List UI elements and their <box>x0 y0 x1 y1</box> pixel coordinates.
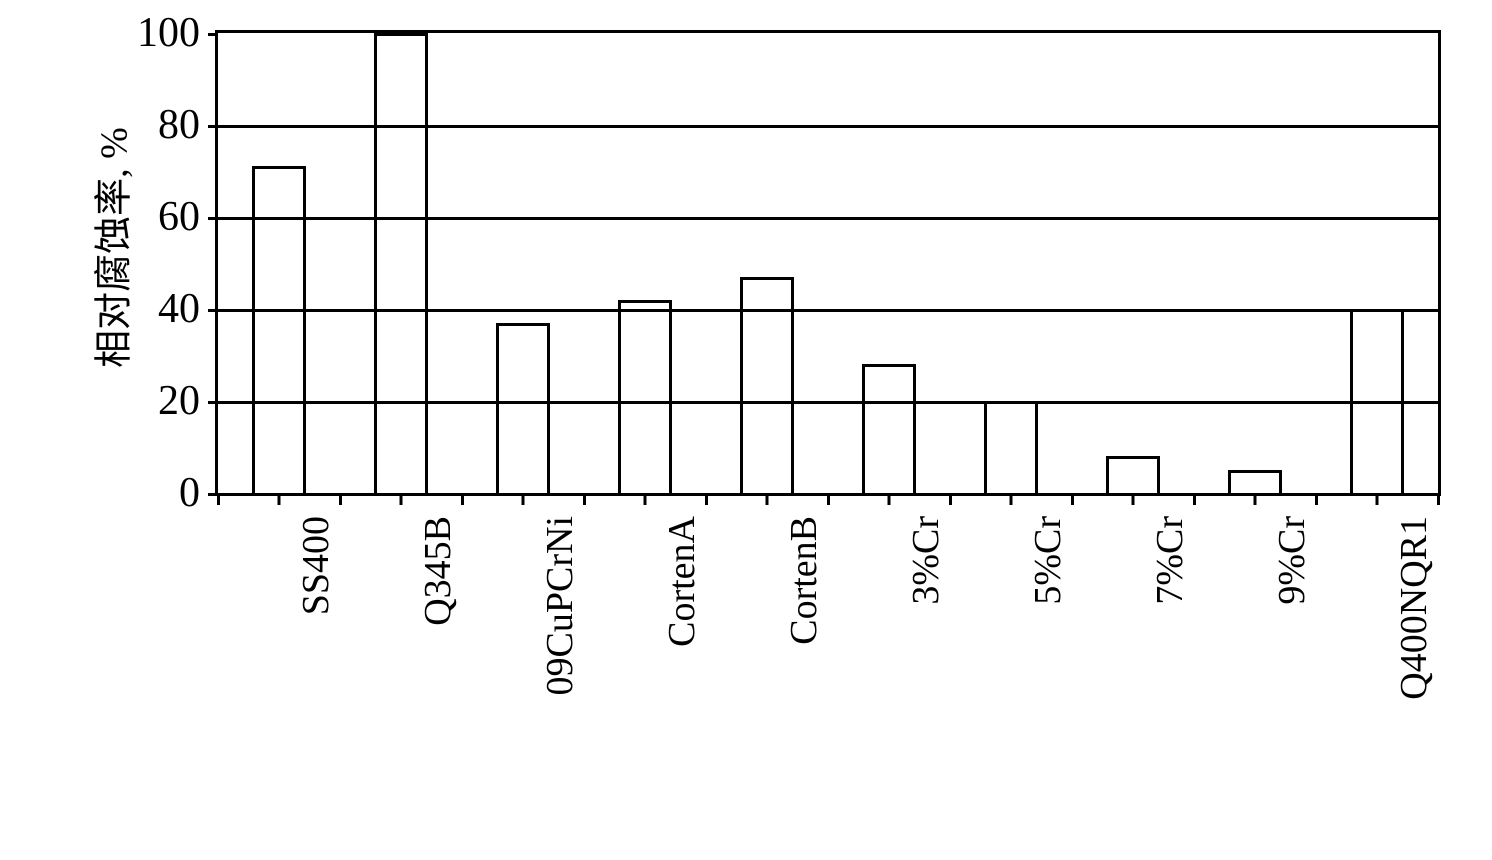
gridline <box>218 401 1438 404</box>
bar-slot <box>706 33 828 493</box>
bar <box>374 33 429 493</box>
y-tick-label: 60 <box>158 193 218 241</box>
x-axis-category-label: 5%Cr <box>1026 516 1070 605</box>
gridline <box>218 125 1438 128</box>
x-axis-category-label: CortenB <box>782 516 826 645</box>
y-tick-label: 80 <box>158 101 218 149</box>
x-tick-boundary <box>461 493 464 505</box>
x-axis-category-label: Q400NQR1 <box>1392 516 1436 700</box>
x-tick-boundary <box>1193 493 1196 505</box>
x-tick-boundary <box>1437 493 1440 505</box>
x-tick-mark <box>1254 493 1257 505</box>
x-tick-boundary <box>827 493 830 505</box>
bar <box>618 300 673 493</box>
x-tick-mark <box>1010 493 1013 505</box>
x-axis-category-label: 3%Cr <box>904 516 948 605</box>
x-tick-boundary <box>583 493 586 505</box>
bar-slot <box>950 33 1072 493</box>
x-tick-boundary <box>1315 493 1318 505</box>
bar <box>496 323 551 493</box>
y-tick-label: 100 <box>137 9 218 57</box>
bar-slot <box>340 33 462 493</box>
x-tick-mark <box>1376 493 1379 505</box>
bar <box>252 166 307 493</box>
x-axis-category-label: 7%Cr <box>1148 516 1192 605</box>
x-tick-boundary <box>949 493 952 505</box>
bar <box>862 364 917 493</box>
x-tick-mark <box>888 493 891 505</box>
x-tick-boundary <box>705 493 708 505</box>
x-axis-category-label: CortenA <box>660 516 704 647</box>
x-tick-boundary <box>217 493 220 505</box>
plot-area: 020406080100 <box>215 30 1441 496</box>
x-tick-mark <box>644 493 647 505</box>
bar-slot <box>462 33 584 493</box>
bar-slot <box>1194 33 1316 493</box>
x-tick-mark <box>522 493 525 505</box>
y-axis-label: 相对腐蚀率, % <box>83 98 138 398</box>
bar-slot <box>1072 33 1194 493</box>
bars-region <box>218 33 1438 493</box>
x-axis-category-label: 09CuPCrNi <box>538 516 582 695</box>
bar-slot <box>584 33 706 493</box>
bar-slot <box>828 33 950 493</box>
bar-chart: 相对腐蚀率, % 020406080100 SS400 Q345B 09CuPCrN… <box>20 20 1470 840</box>
y-tick-label: 20 <box>158 377 218 425</box>
x-tick-mark <box>278 493 281 505</box>
x-tick-mark <box>1132 493 1135 505</box>
x-axis-category-label: SS400 <box>294 516 338 615</box>
x-tick-boundary <box>339 493 342 505</box>
x-axis-category-label: 9%Cr <box>1270 516 1314 605</box>
x-tick-boundary <box>1071 493 1074 505</box>
y-tick-label: 0 <box>179 469 218 517</box>
bar <box>1228 470 1283 493</box>
x-axis-category-label: Q345B <box>416 516 460 626</box>
bar-slot <box>218 33 340 493</box>
bar <box>1106 456 1161 493</box>
gridline <box>218 309 1438 312</box>
x-tick-mark <box>766 493 769 505</box>
gridline <box>218 217 1438 220</box>
x-tick-mark <box>400 493 403 505</box>
y-tick-label: 40 <box>158 285 218 333</box>
bar-slot <box>1316 33 1438 493</box>
bar <box>984 401 1039 493</box>
